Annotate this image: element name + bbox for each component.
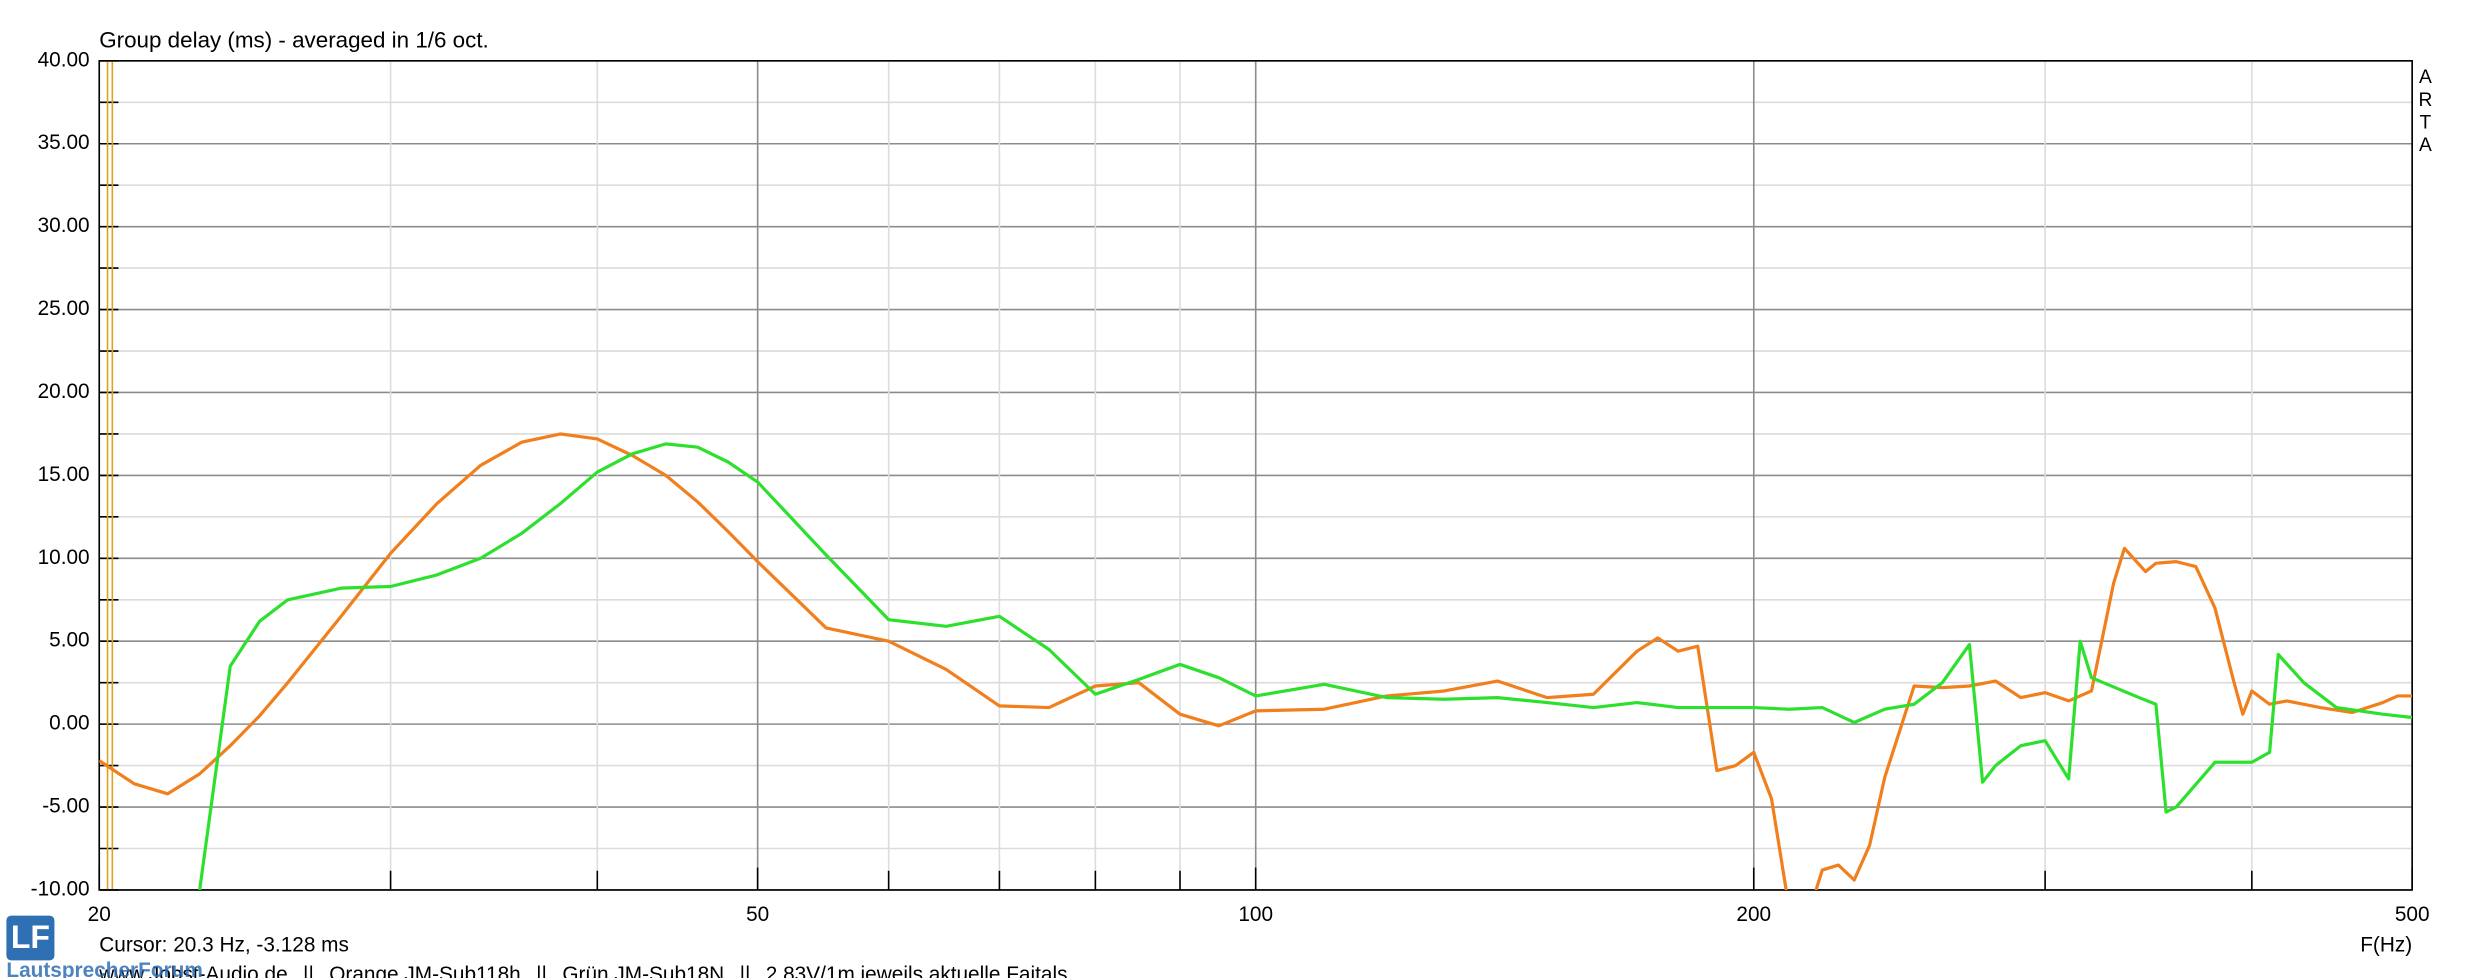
x-tick-label: 100	[1238, 903, 1273, 926]
grid	[98, 60, 2413, 891]
y-tick-label: -10.00	[31, 877, 90, 900]
x-tick-label: 500	[2395, 903, 2430, 926]
footer-separator: ||	[536, 962, 547, 978]
brand: ARTA	[2415, 67, 2436, 157]
y-tick-label: 25.00	[38, 297, 90, 320]
y-tick-label: 40.00	[38, 48, 90, 71]
logo-mark: LF	[11, 919, 50, 955]
footer-series: Orange JM-Sub118h	[329, 962, 521, 978]
footer-note: 2,83V/1m jeweils aktuelle Faitals	[766, 962, 1068, 978]
logo: LF	[6, 915, 55, 961]
x-tick-label: 50	[746, 903, 769, 926]
y-tick-label: 35.00	[38, 131, 90, 154]
footer-site: www.Jobst-Audio.de	[98, 962, 287, 978]
labels: -10.00 -5.00 0.00 5.00 10.00 15.00 20.00 25.00 3…	[31, 48, 2430, 926]
y-tick-label: -5.00	[42, 795, 89, 818]
footer-separator: ||	[740, 962, 751, 978]
y-tick-label: 20.00	[38, 380, 90, 403]
series-line	[99, 432, 2413, 890]
logo-text: LautsprecherForum	[6, 959, 202, 978]
cursor-readout: Cursor: 20.3 Hz, -3.128 ms	[99, 933, 349, 956]
y-tick-label: 15.00	[38, 463, 90, 486]
x-tick-label: 20	[88, 903, 111, 926]
y-tick-label: 5.00	[49, 629, 89, 652]
series-line	[198, 442, 2413, 890]
y-tick-label: 10.00	[38, 546, 90, 569]
footer: www.Jobst-Audio.de || Orange JM-Sub118h …	[98, 962, 1067, 978]
logo-box	[6, 915, 55, 961]
x-axis-label: F(Hz)	[2360, 933, 2412, 956]
footer-series: Grün JM-Sub18N	[562, 962, 724, 978]
y-tick-label: 0.00	[49, 712, 89, 735]
footer-separator: ||	[303, 962, 314, 978]
x-tick-label: 200	[1736, 903, 1771, 926]
series-group	[99, 432, 2413, 890]
chart-title: Group delay (ms) - averaged in 1/6 oct.	[99, 28, 489, 53]
y-tick-label: 30.00	[38, 214, 90, 237]
plot-frame	[98, 60, 2413, 891]
